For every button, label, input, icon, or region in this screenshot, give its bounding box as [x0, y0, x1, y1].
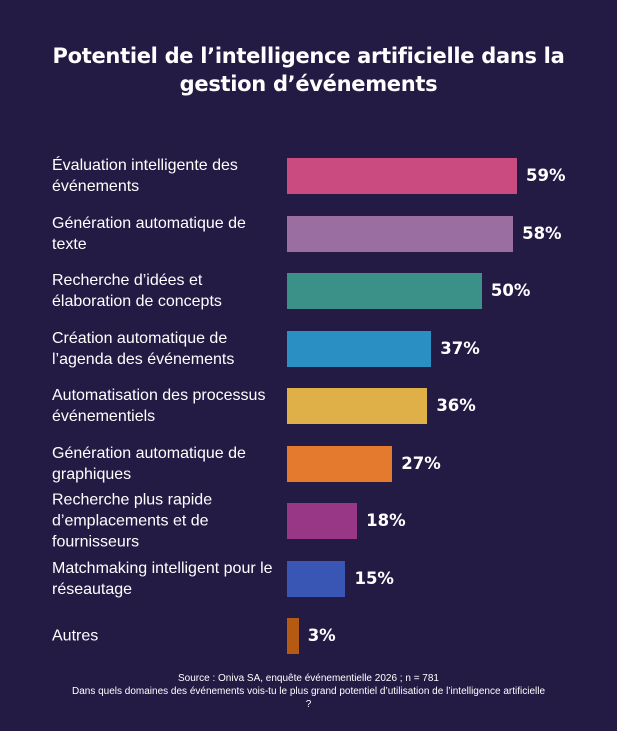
- bar: [287, 618, 299, 654]
- category-label: Autres: [52, 627, 99, 645]
- value-label: 27%: [401, 453, 441, 473]
- category-label: Génération automatique de texte: [52, 214, 246, 253]
- category-label: Recherche plus rapide d’emplacements et …: [52, 491, 213, 551]
- value-label: 18%: [366, 511, 406, 530]
- chart-footer: Source : Oniva SA, enquête événementiell…: [0, 672, 617, 711]
- category-label: Matchmaking intelligent pour le réseauta…: [52, 559, 273, 598]
- value-label: 36%: [436, 396, 476, 415]
- bar: [287, 215, 514, 252]
- bar: [287, 273, 482, 309]
- category-label: Automatisation des processus événementie…: [52, 387, 266, 425]
- chart-title: Potentiel de l’intelligence artificielle…: [52, 44, 565, 96]
- value-label: 58%: [522, 223, 562, 243]
- category-label: Génération automatique de graphiques: [52, 444, 246, 483]
- value-label: 37%: [440, 338, 480, 358]
- bar: [287, 560, 346, 597]
- value-label: 3%: [307, 626, 336, 645]
- survey-question: Dans quels domaines des événements vois-…: [71, 686, 546, 710]
- category-label: Création automatique de l’agenda des évé…: [52, 329, 235, 368]
- bar: [287, 445, 393, 482]
- bar: [287, 503, 358, 539]
- value-label: 50%: [490, 281, 531, 300]
- value-label: 59%: [526, 166, 566, 185]
- bar: [287, 330, 432, 367]
- category-label: Recherche d’idées et élaboration de conc…: [52, 272, 222, 310]
- value-label: 15%: [354, 568, 394, 588]
- category-label: Évaluation intelligente des événements: [52, 157, 238, 195]
- bar: [287, 158, 517, 194]
- bar: [287, 388, 428, 424]
- source-note: Source : Oniva SA, enquête événementiell…: [177, 673, 439, 684]
